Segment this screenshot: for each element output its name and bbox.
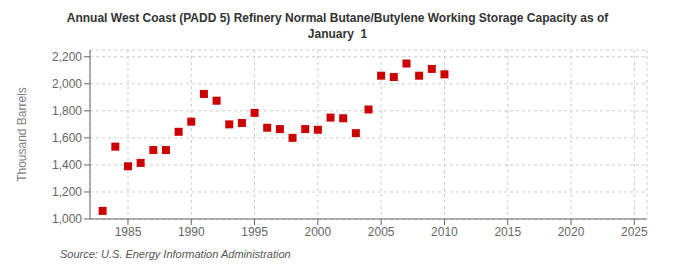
svg-text:2,200: 2,200 [52,50,82,64]
svg-text:1,400: 1,400 [52,158,82,172]
svg-text:1,600: 1,600 [52,131,82,145]
svg-text:2,000: 2,000 [52,77,82,91]
svg-text:1995: 1995 [241,225,268,239]
svg-text:1,200: 1,200 [52,185,82,199]
svg-text:1990: 1990 [178,225,205,239]
html-text:Annual West Coast (PADD 5) Ref: Annual West Coast (PADD 5) Refinery Norm… [66,11,609,41]
svg-text:2020: 2020 [558,225,585,239]
svg-text:2025: 2025 [621,225,648,239]
svg-text:1985: 1985 [115,225,142,239]
svg-text:2000: 2000 [305,225,332,239]
svg-text:2005: 2005 [368,225,395,239]
svg-text:2010: 2010 [431,225,458,239]
svg-text:1,800: 1,800 [52,104,82,118]
html-text:Source: U.S. Energy Informatio: Source: U.S. Energy Information Administ… [60,248,291,260]
svg-text:Thousand Barrels: Thousand Barrels [15,87,29,182]
svg-text:2015: 2015 [494,225,521,239]
svg-text:1,000: 1,000 [52,212,82,226]
